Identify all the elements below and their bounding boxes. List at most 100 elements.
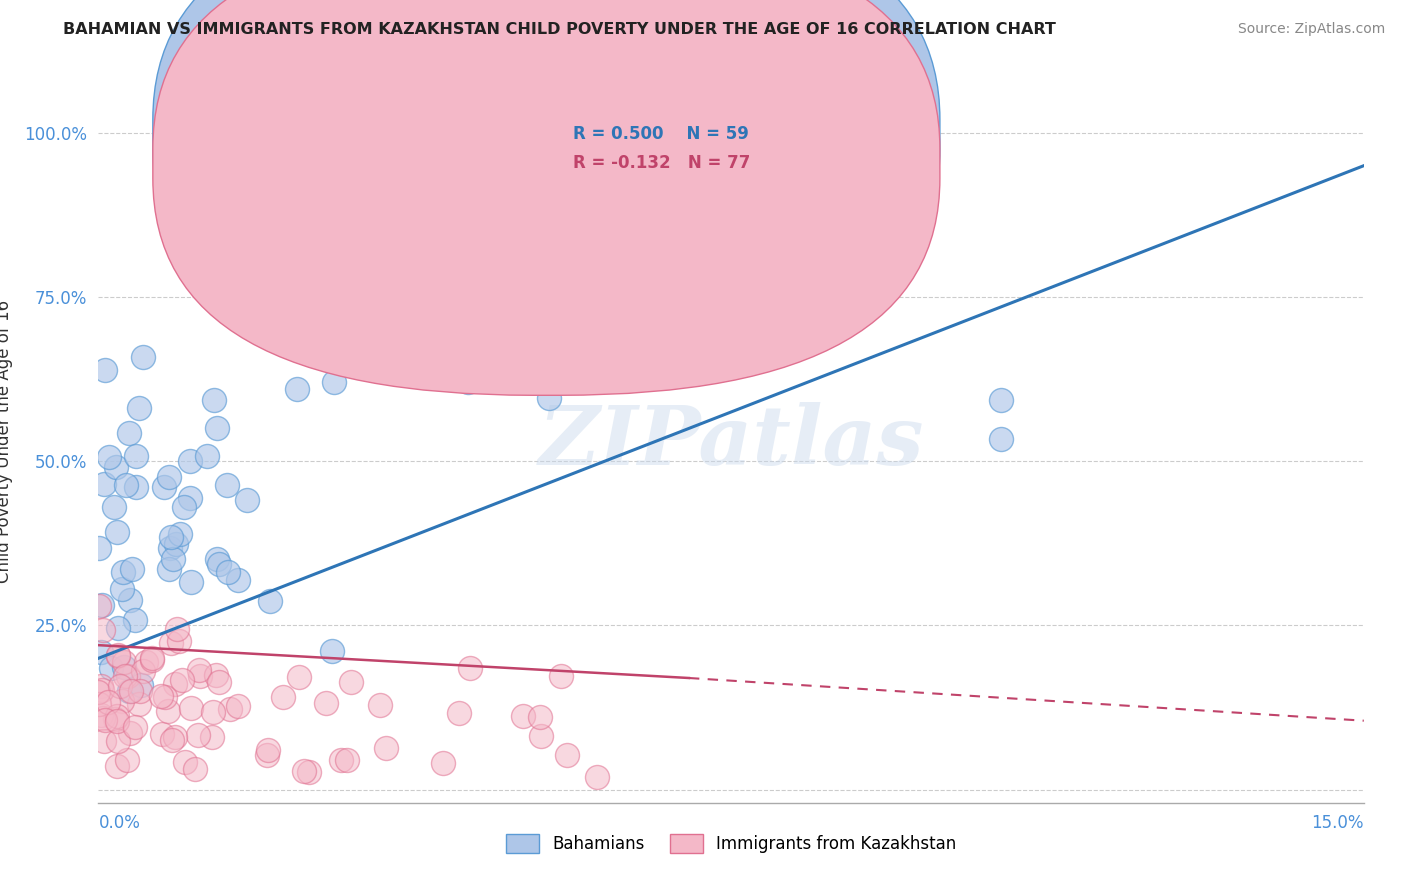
- Point: [87, 698, 110, 712]
- Point: [321, 644, 343, 658]
- Point: [180, 700, 202, 714]
- Point: [256, 748, 278, 763]
- Point: [112, 566, 135, 580]
- Point: [195, 450, 218, 464]
- Point: [202, 392, 225, 407]
- Point: [845, 159, 868, 173]
- Point: [128, 684, 150, 698]
- Point: [104, 712, 127, 726]
- Text: R = 0.500    N = 59: R = 0.500 N = 59: [574, 126, 749, 144]
- Point: [91, 683, 114, 698]
- Point: [202, 705, 225, 719]
- Point: [90, 598, 112, 612]
- Point: [124, 720, 146, 734]
- Point: [339, 356, 361, 370]
- Point: [128, 401, 150, 416]
- Point: [271, 690, 294, 704]
- Point: [236, 493, 259, 508]
- Point: [432, 756, 454, 770]
- Point: [990, 392, 1012, 407]
- Point: [167, 634, 190, 648]
- Point: [110, 679, 132, 693]
- Point: [105, 759, 128, 773]
- Point: [728, 316, 751, 330]
- Point: [340, 675, 363, 690]
- Point: [150, 689, 173, 703]
- Point: [121, 562, 143, 576]
- Point: [226, 699, 249, 714]
- Point: [107, 714, 129, 729]
- Point: [226, 573, 249, 587]
- Point: [159, 636, 181, 650]
- Point: [131, 665, 153, 679]
- Point: [93, 734, 115, 748]
- Point: [408, 244, 430, 258]
- Point: [118, 593, 141, 607]
- Point: [205, 552, 228, 566]
- Point: [105, 709, 128, 723]
- Point: [117, 426, 139, 441]
- Text: BAHAMIAN VS IMMIGRANTS FROM KAZAKHSTAN CHILD POVERTY UNDER THE AGE OF 16 CORRELA: BAHAMIAN VS IMMIGRANTS FROM KAZAKHSTAN C…: [63, 22, 1056, 37]
- Text: 0.0%: 0.0%: [98, 814, 141, 832]
- Point: [208, 674, 231, 689]
- Point: [512, 708, 534, 723]
- Point: [173, 500, 195, 514]
- Point: [150, 727, 173, 741]
- Text: Source: ZipAtlas.com: Source: ZipAtlas.com: [1237, 22, 1385, 37]
- Point: [162, 552, 184, 566]
- Point: [141, 652, 163, 666]
- Point: [256, 743, 278, 757]
- Point: [112, 660, 135, 674]
- Point: [205, 420, 228, 434]
- Point: [117, 669, 139, 683]
- Point: [169, 527, 191, 541]
- Point: [132, 350, 155, 364]
- Point: [179, 491, 201, 506]
- Point: [112, 655, 135, 669]
- Point: [217, 565, 239, 579]
- Point: [165, 677, 187, 691]
- FancyBboxPatch shape: [153, 0, 941, 367]
- Point: [188, 663, 211, 677]
- Point: [208, 557, 231, 571]
- FancyBboxPatch shape: [516, 98, 794, 189]
- Point: [104, 459, 127, 474]
- Point: [107, 648, 129, 663]
- Point: [93, 477, 115, 491]
- Point: [179, 454, 201, 468]
- Point: [120, 684, 142, 698]
- Point: [135, 655, 157, 669]
- Point: [156, 704, 179, 718]
- Point: [107, 648, 129, 662]
- Point: [94, 713, 117, 727]
- FancyBboxPatch shape: [153, 0, 941, 395]
- Point: [125, 480, 148, 494]
- Point: [159, 541, 181, 555]
- Point: [124, 613, 146, 627]
- Point: [215, 478, 238, 492]
- Point: [157, 562, 180, 576]
- Point: [222, 277, 245, 291]
- Point: [292, 764, 315, 778]
- Point: [105, 524, 128, 539]
- Point: [118, 684, 141, 698]
- Point: [297, 764, 319, 779]
- Point: [990, 432, 1012, 446]
- Point: [118, 726, 141, 740]
- Point: [530, 729, 553, 743]
- Point: [172, 673, 194, 687]
- Point: [124, 449, 146, 463]
- Legend: Bahamians, Immigrants from Kazakhstan: Bahamians, Immigrants from Kazakhstan: [499, 827, 963, 860]
- Point: [90, 645, 112, 659]
- Point: [288, 670, 311, 684]
- Point: [165, 536, 187, 550]
- Point: [90, 708, 112, 723]
- Point: [180, 574, 202, 589]
- Point: [165, 730, 187, 744]
- Point: [550, 669, 572, 683]
- Point: [129, 678, 152, 692]
- Point: [97, 695, 120, 709]
- Point: [187, 728, 209, 742]
- Point: [204, 668, 226, 682]
- Point: [458, 661, 481, 675]
